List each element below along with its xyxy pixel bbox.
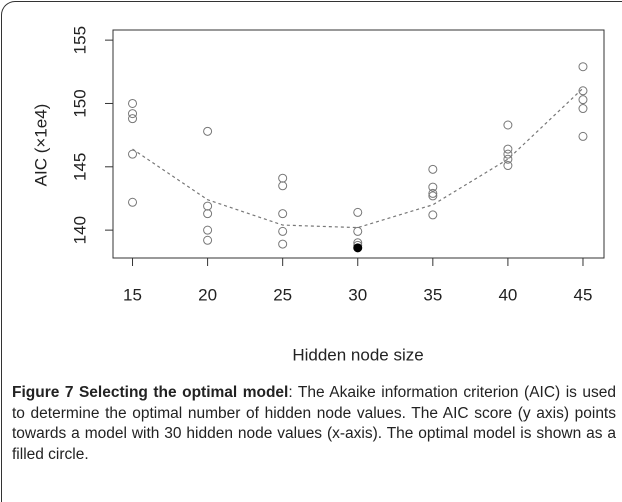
point xyxy=(353,243,363,253)
point xyxy=(503,161,513,171)
y-tick-label: 145 xyxy=(70,153,89,181)
point xyxy=(503,149,513,159)
point xyxy=(128,149,138,159)
point xyxy=(278,181,288,191)
caption: Figure 7 Selecting the optimal model: Th… xyxy=(12,383,616,465)
x-tick-label: 45 xyxy=(574,285,593,304)
point xyxy=(203,225,213,235)
y-axis-label: AIC (×1e4) xyxy=(31,104,50,187)
point xyxy=(428,164,438,174)
point xyxy=(503,120,513,130)
point xyxy=(128,109,138,119)
point xyxy=(578,104,588,114)
point xyxy=(278,239,288,249)
point xyxy=(428,210,438,220)
point xyxy=(278,173,288,183)
y-tick-label: 150 xyxy=(70,89,89,117)
point xyxy=(578,95,588,105)
point xyxy=(203,126,213,136)
point xyxy=(128,197,138,207)
caption-text: : The Akaike information criterion (AIC)… xyxy=(12,384,616,463)
point xyxy=(203,209,213,219)
caption-label: Figure 7 Selecting the optimal model xyxy=(12,384,289,401)
point xyxy=(428,188,438,198)
point xyxy=(578,131,588,141)
x-tick-label: 20 xyxy=(198,285,217,304)
point xyxy=(128,98,138,108)
point xyxy=(128,114,138,124)
y-tick-label: 140 xyxy=(70,216,89,244)
x-axis-label: Hidden node size xyxy=(292,345,423,364)
point xyxy=(578,62,588,72)
point xyxy=(203,235,213,245)
x-tick-label: 35 xyxy=(423,285,442,304)
x-tick-label: 30 xyxy=(348,285,367,304)
plot-box xyxy=(112,29,605,259)
point xyxy=(203,201,213,211)
point xyxy=(428,191,438,201)
point xyxy=(428,182,438,192)
point xyxy=(353,226,363,236)
fit-curve xyxy=(132,87,584,229)
x-tick-label: 40 xyxy=(498,285,517,304)
point xyxy=(578,86,588,96)
point xyxy=(503,154,513,164)
point xyxy=(353,207,363,217)
point xyxy=(503,144,513,154)
point xyxy=(278,209,288,219)
x-tick-label: 15 xyxy=(123,285,142,304)
x-tick-label: 25 xyxy=(273,285,292,304)
point xyxy=(278,226,288,236)
y-tick-label: 155 xyxy=(70,26,89,54)
chart: Hidden node size AIC (×1e4) 15 20 25 30 35 40… xyxy=(31,26,605,364)
